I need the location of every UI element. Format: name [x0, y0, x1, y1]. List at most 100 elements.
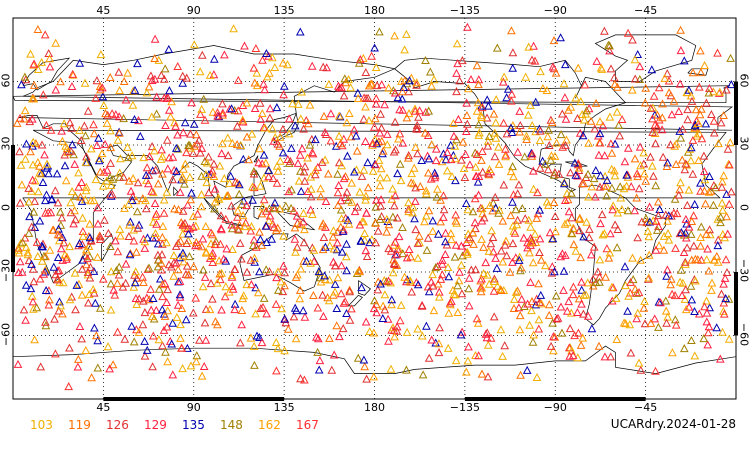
- observation-marker: [138, 320, 148, 329]
- observation-marker: [75, 58, 85, 67]
- coastline: [394, 57, 627, 193]
- observation-marker: [577, 277, 586, 286]
- observation-marker: [257, 338, 267, 347]
- observation-marker: [515, 252, 525, 261]
- observation-marker: [496, 325, 506, 334]
- observation-marker: [640, 296, 649, 305]
- observation-marker: [257, 209, 267, 218]
- observation-marker: [227, 224, 237, 233]
- observation-marker: [396, 300, 406, 309]
- observation-marker: [248, 195, 257, 204]
- observation-marker: [466, 265, 476, 274]
- observation-marker: [413, 124, 422, 133]
- observation-marker: [404, 109, 414, 118]
- observation-marker: [267, 234, 277, 243]
- observation-marker: [24, 256, 34, 265]
- observation-marker: [422, 321, 431, 330]
- observation-marker: [378, 313, 388, 322]
- observation-marker: [242, 132, 252, 141]
- coastline: [565, 161, 588, 167]
- observation-marker: [388, 268, 398, 277]
- observation-marker: [238, 154, 248, 163]
- observation-marker: [495, 205, 504, 214]
- observation-marker: [507, 26, 516, 35]
- observation-marker: [710, 255, 719, 264]
- observation-marker: [596, 171, 605, 180]
- observation-marker: [24, 183, 34, 192]
- observation-marker: [649, 171, 658, 180]
- observation-marker: [691, 276, 700, 285]
- observation-marker: [569, 282, 578, 291]
- observation-marker: [515, 127, 525, 136]
- observation-marker: [74, 182, 84, 191]
- observation-marker: [139, 277, 148, 286]
- observation-marker: [175, 187, 185, 196]
- observation-marker: [279, 90, 288, 99]
- observation-marker: [333, 200, 343, 209]
- observation-marker: [510, 228, 520, 237]
- observation-marker: [444, 308, 454, 317]
- observation-marker: [85, 273, 95, 282]
- observation-marker: [523, 299, 532, 308]
- observation-marker: [717, 198, 727, 207]
- observation-marker: [14, 245, 23, 254]
- observation-marker: [252, 331, 262, 340]
- observation-marker: [704, 266, 714, 275]
- observation-marker: [529, 330, 538, 339]
- observation-marker: [128, 174, 138, 183]
- observation-marker: [93, 252, 102, 261]
- observation-marker: [32, 237, 42, 246]
- lon-tick-label: 135: [273, 4, 295, 17]
- observation-marker: [155, 274, 165, 283]
- observation-marker: [62, 252, 72, 261]
- observation-marker: [468, 207, 478, 216]
- observation-marker: [180, 218, 190, 227]
- observation-marker: [724, 199, 734, 208]
- observation-marker: [542, 197, 552, 206]
- observation-marker: [176, 236, 185, 245]
- observation-marker: [610, 79, 620, 88]
- observation-marker: [142, 345, 152, 354]
- observation-marker: [93, 336, 103, 345]
- observation-marker: [515, 311, 525, 320]
- observation-marker: [561, 114, 571, 123]
- observation-marker: [494, 159, 504, 168]
- observation-marker: [148, 217, 158, 226]
- observation-marker: [492, 263, 502, 272]
- observation-marker: [370, 114, 380, 123]
- observation-marker: [499, 72, 509, 81]
- observation-marker: [141, 204, 151, 213]
- observation-marker: [58, 278, 68, 287]
- observation-marker: [178, 71, 188, 80]
- observation-marker: [531, 300, 541, 309]
- observation-marker: [362, 251, 372, 260]
- observation-marker: [687, 295, 697, 304]
- lat-tick-label-left: 0: [0, 203, 13, 211]
- observation-marker: [128, 86, 138, 95]
- observation-marker: [320, 127, 330, 136]
- observation-marker: [256, 114, 266, 123]
- observation-marker: [209, 171, 219, 180]
- observation-marker: [171, 121, 180, 130]
- observation-marker: [273, 267, 283, 276]
- observation-marker: [410, 104, 420, 113]
- observation-marker: [671, 243, 680, 252]
- observation-marker: [688, 135, 698, 144]
- observation-marker: [160, 311, 170, 320]
- observation-marker: [33, 24, 43, 33]
- observation-marker: [626, 182, 636, 191]
- observation-marker: [451, 356, 461, 365]
- observation-marker: [635, 142, 645, 151]
- observation-marker: [21, 280, 31, 289]
- lon-tick-label: −135: [449, 4, 480, 17]
- observation-marker: [709, 116, 719, 125]
- observation-marker: [632, 288, 642, 297]
- observation-marker: [664, 235, 674, 244]
- observation-marker: [330, 287, 340, 296]
- observation-marker: [157, 250, 167, 259]
- observation-marker: [29, 304, 38, 313]
- observation-marker: [472, 149, 482, 158]
- observation-marker: [328, 232, 338, 241]
- observation-marker: [701, 199, 710, 208]
- observation-marker: [127, 151, 137, 160]
